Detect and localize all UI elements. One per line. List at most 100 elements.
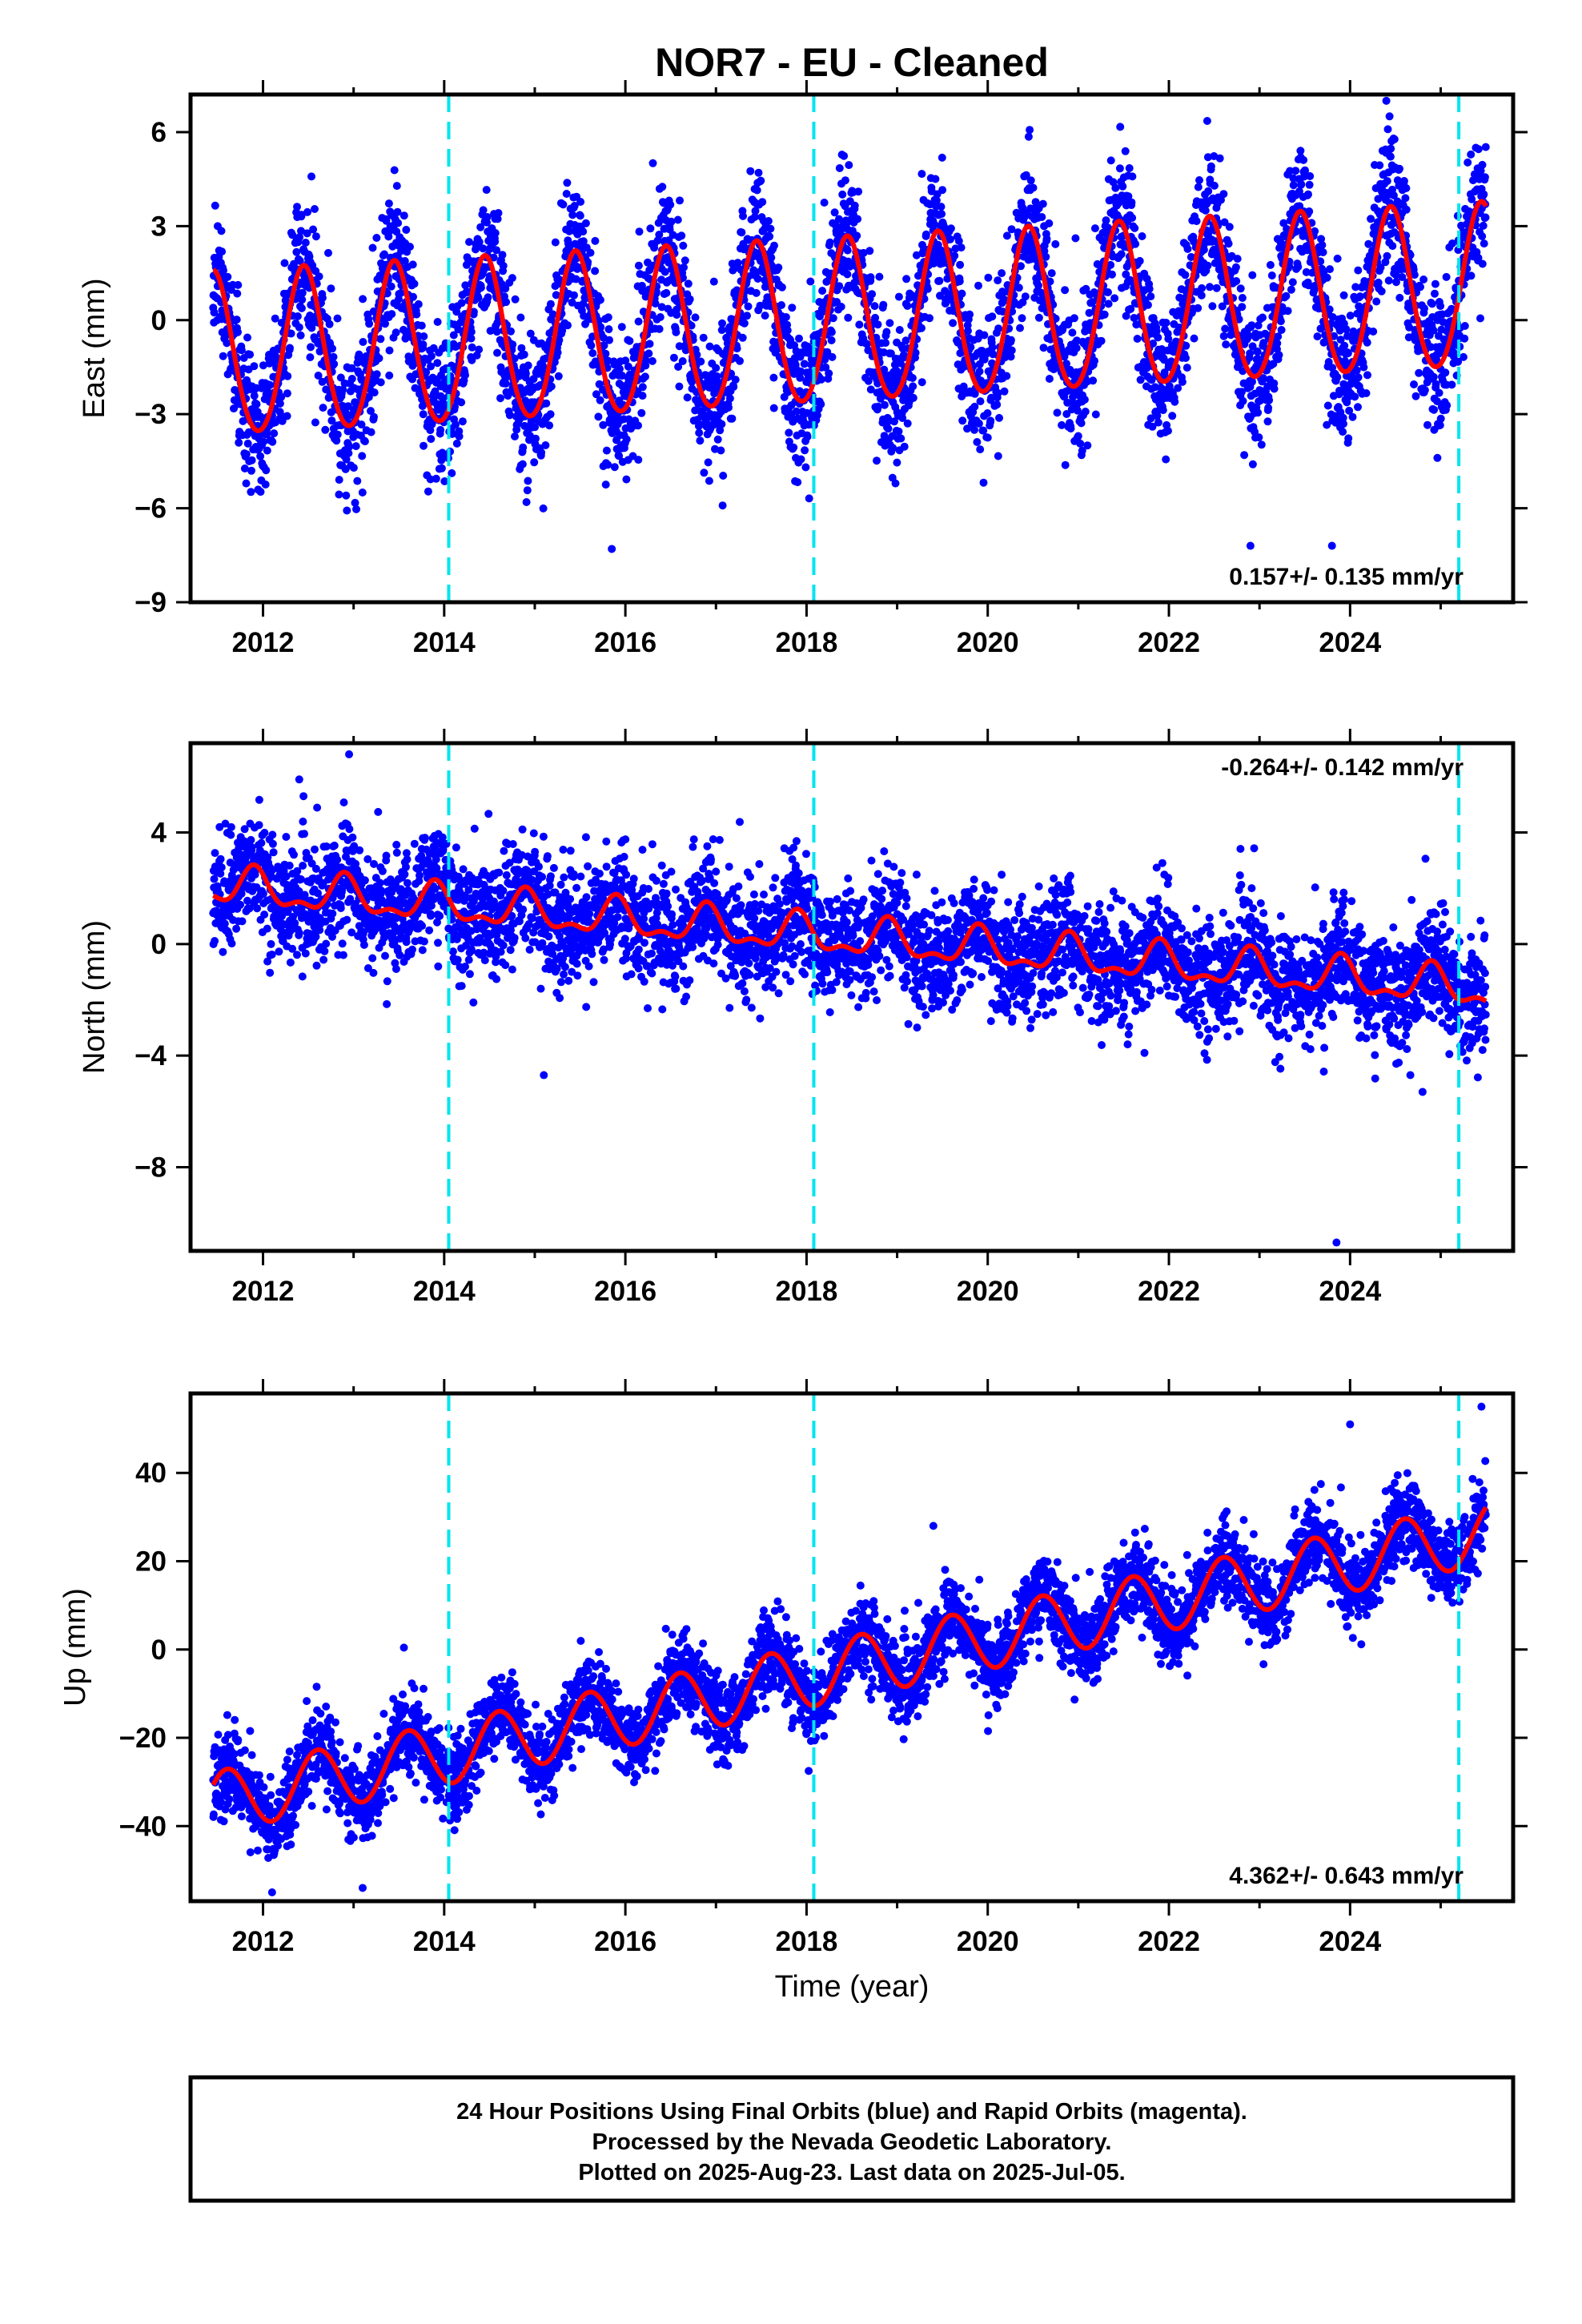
data-point bbox=[1204, 187, 1213, 195]
data-point bbox=[1224, 239, 1233, 248]
data-point bbox=[704, 458, 713, 467]
data-point bbox=[433, 359, 442, 368]
data-point bbox=[311, 864, 320, 873]
data-point bbox=[483, 213, 492, 221]
data-point bbox=[1061, 460, 1070, 469]
data-point bbox=[1395, 293, 1404, 302]
data-point bbox=[825, 238, 834, 247]
data-point bbox=[211, 937, 219, 945]
data-point bbox=[440, 477, 449, 485]
data-point bbox=[1382, 96, 1391, 105]
data-point bbox=[295, 256, 304, 265]
data-point bbox=[468, 343, 476, 352]
data-point bbox=[385, 371, 394, 380]
data-point bbox=[699, 333, 708, 342]
data-point bbox=[1197, 291, 1206, 300]
data-point bbox=[427, 435, 436, 444]
data-point bbox=[601, 349, 610, 358]
data-point bbox=[266, 968, 275, 977]
data-point bbox=[1007, 346, 1016, 355]
data-point bbox=[817, 400, 825, 408]
data-point bbox=[507, 327, 515, 336]
data-point bbox=[452, 420, 460, 429]
data-point bbox=[417, 321, 426, 330]
y-tick-label: 0 bbox=[151, 305, 167, 336]
data-point bbox=[476, 283, 485, 292]
data-point bbox=[841, 176, 849, 185]
data-point bbox=[672, 328, 681, 336]
data-point bbox=[1000, 387, 1009, 396]
data-point bbox=[949, 319, 958, 328]
data-point bbox=[712, 364, 721, 372]
data-point bbox=[358, 452, 367, 460]
data-point bbox=[1038, 213, 1046, 221]
data-point bbox=[579, 227, 588, 236]
data-point bbox=[1375, 161, 1384, 170]
data-point bbox=[519, 443, 528, 452]
data-point bbox=[396, 288, 405, 297]
data-point bbox=[476, 223, 485, 231]
data-point bbox=[1238, 303, 1247, 312]
data-point bbox=[1076, 440, 1085, 448]
data-point bbox=[998, 269, 1006, 278]
data-point bbox=[255, 821, 263, 830]
data-point bbox=[493, 348, 501, 357]
data-point bbox=[1061, 286, 1070, 295]
data-point bbox=[457, 398, 466, 407]
data-point bbox=[1333, 372, 1342, 381]
data-point bbox=[1170, 397, 1179, 406]
data-point bbox=[275, 947, 283, 956]
data-point bbox=[376, 378, 385, 387]
data-point bbox=[946, 224, 955, 233]
east-panel: 2012 2014 2016 2018 2020 2022 2024−9−6−3036Eas… bbox=[78, 80, 1528, 658]
data-point bbox=[1383, 251, 1391, 260]
data-point bbox=[1225, 223, 1234, 231]
data-point bbox=[1182, 354, 1190, 362]
data-point bbox=[1070, 314, 1078, 323]
data-point bbox=[524, 476, 532, 485]
data-point bbox=[1257, 440, 1266, 449]
data-point bbox=[594, 412, 603, 421]
data-point bbox=[522, 498, 531, 506]
data-point bbox=[800, 360, 809, 368]
data-point bbox=[232, 316, 241, 324]
data-point bbox=[285, 861, 294, 870]
data-point bbox=[1313, 332, 1322, 341]
data-point bbox=[634, 261, 643, 270]
data-point bbox=[1354, 373, 1363, 382]
data-point bbox=[754, 168, 763, 177]
x-tick-label: 2016 bbox=[594, 627, 656, 658]
data-point bbox=[257, 838, 266, 847]
data-point bbox=[262, 466, 271, 475]
data-point bbox=[547, 382, 556, 391]
data-point bbox=[1018, 314, 1026, 323]
data-point bbox=[681, 256, 689, 265]
data-point bbox=[502, 298, 511, 307]
data-point bbox=[570, 291, 578, 300]
data-point bbox=[252, 400, 261, 408]
data-point bbox=[1478, 232, 1487, 240]
data-point bbox=[349, 464, 358, 472]
data-point bbox=[419, 340, 428, 349]
data-point bbox=[1478, 259, 1487, 268]
data-point bbox=[223, 272, 232, 281]
data-point bbox=[1143, 300, 1152, 309]
data-point bbox=[1416, 283, 1424, 292]
data-point bbox=[986, 416, 995, 425]
data-point bbox=[950, 251, 959, 260]
data-point bbox=[697, 357, 705, 366]
data-point bbox=[1288, 278, 1297, 287]
data-point bbox=[1287, 285, 1295, 294]
data-point bbox=[994, 324, 1003, 333]
data-point bbox=[1042, 235, 1051, 243]
data-point bbox=[236, 900, 245, 909]
data-point bbox=[1318, 241, 1327, 249]
data-point bbox=[1377, 287, 1386, 296]
data-point bbox=[461, 281, 470, 290]
data-point bbox=[1395, 164, 1403, 173]
data-point bbox=[634, 317, 643, 326]
data-point bbox=[390, 166, 399, 175]
data-point bbox=[774, 263, 783, 272]
data-point bbox=[1384, 276, 1393, 285]
